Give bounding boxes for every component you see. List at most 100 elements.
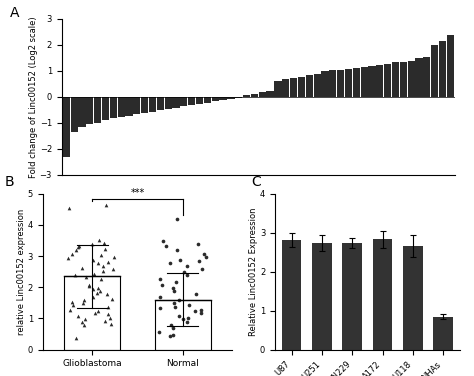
Bar	[78, 97, 86, 127]
Bar	[368, 66, 375, 97]
Point	[100, 240, 108, 246]
Point	[167, 260, 174, 266]
Bar	[173, 97, 180, 108]
Point	[175, 313, 182, 319]
Bar	[431, 45, 438, 97]
Bar	[71, 97, 78, 132]
Bar	[447, 35, 454, 97]
Bar	[133, 97, 140, 114]
Point	[79, 300, 86, 306]
Bar	[415, 58, 423, 97]
Point	[175, 297, 183, 303]
Point	[68, 250, 76, 256]
Point	[91, 271, 98, 277]
Point	[85, 284, 93, 290]
Point	[93, 290, 101, 296]
Point	[173, 216, 181, 222]
Bar	[408, 61, 415, 97]
Point	[169, 332, 177, 338]
Text: B: B	[5, 175, 14, 189]
Bar	[155, 300, 210, 350]
Point	[91, 310, 99, 316]
Bar	[243, 95, 250, 97]
Point	[201, 250, 208, 256]
Point	[192, 291, 200, 297]
Bar	[361, 67, 368, 97]
Bar	[141, 97, 148, 113]
Bar	[110, 97, 117, 118]
Point	[105, 303, 112, 309]
Bar	[228, 97, 235, 99]
Point	[109, 296, 116, 302]
Point	[70, 302, 77, 308]
Bar	[373, 239, 392, 350]
Bar	[353, 68, 360, 97]
Bar	[251, 94, 258, 97]
Point	[109, 266, 117, 272]
Bar	[313, 74, 321, 97]
Point	[169, 326, 177, 332]
Text: ***: ***	[130, 188, 145, 198]
Point	[101, 246, 109, 252]
Bar	[196, 97, 203, 104]
Point	[183, 319, 191, 325]
Point	[156, 294, 164, 300]
Point	[89, 241, 96, 247]
Point	[180, 316, 187, 322]
Bar	[86, 97, 93, 124]
Bar	[157, 97, 164, 110]
Point	[184, 315, 191, 321]
Point	[80, 297, 87, 303]
Point	[177, 257, 184, 263]
Bar	[211, 97, 219, 101]
Bar	[219, 97, 227, 100]
Point	[104, 259, 111, 265]
Point	[159, 238, 166, 244]
Bar	[63, 97, 70, 157]
Text: A: A	[9, 6, 19, 20]
Bar	[259, 92, 266, 97]
Bar	[282, 79, 289, 97]
Point	[90, 294, 97, 300]
Point	[65, 205, 73, 211]
Point	[95, 238, 103, 244]
Point	[99, 268, 107, 274]
Point	[107, 321, 115, 327]
Point	[94, 260, 101, 266]
Y-axis label: relative Linc00152 expression: relative Linc00152 expression	[17, 209, 26, 335]
Point	[89, 257, 97, 263]
Point	[171, 303, 179, 309]
Point	[95, 308, 102, 314]
Bar	[342, 243, 362, 350]
Bar	[235, 97, 242, 98]
Point	[197, 307, 205, 313]
Point	[79, 319, 86, 325]
Bar	[306, 75, 313, 97]
Bar	[204, 97, 211, 103]
Point	[103, 291, 111, 297]
Point	[82, 274, 90, 280]
Bar	[102, 97, 109, 120]
Point	[195, 258, 202, 264]
Point	[158, 282, 166, 288]
Bar	[392, 62, 399, 97]
Point	[71, 272, 79, 278]
Bar	[433, 317, 453, 350]
Point	[106, 315, 113, 321]
Bar	[312, 243, 332, 350]
Point	[194, 241, 202, 247]
Y-axis label: Fold change of Linc00152 (Log2 scale): Fold change of Linc00152 (Log2 scale)	[29, 16, 38, 177]
Point	[101, 318, 109, 324]
Point	[167, 322, 175, 328]
Bar	[337, 70, 344, 97]
Point	[170, 300, 177, 306]
Point	[74, 244, 82, 250]
Point	[78, 265, 86, 271]
Bar	[188, 97, 195, 105]
Point	[94, 285, 102, 291]
Point	[183, 272, 191, 278]
Point	[75, 243, 82, 249]
Point	[171, 288, 178, 294]
Bar	[282, 240, 301, 350]
Bar	[400, 62, 407, 97]
